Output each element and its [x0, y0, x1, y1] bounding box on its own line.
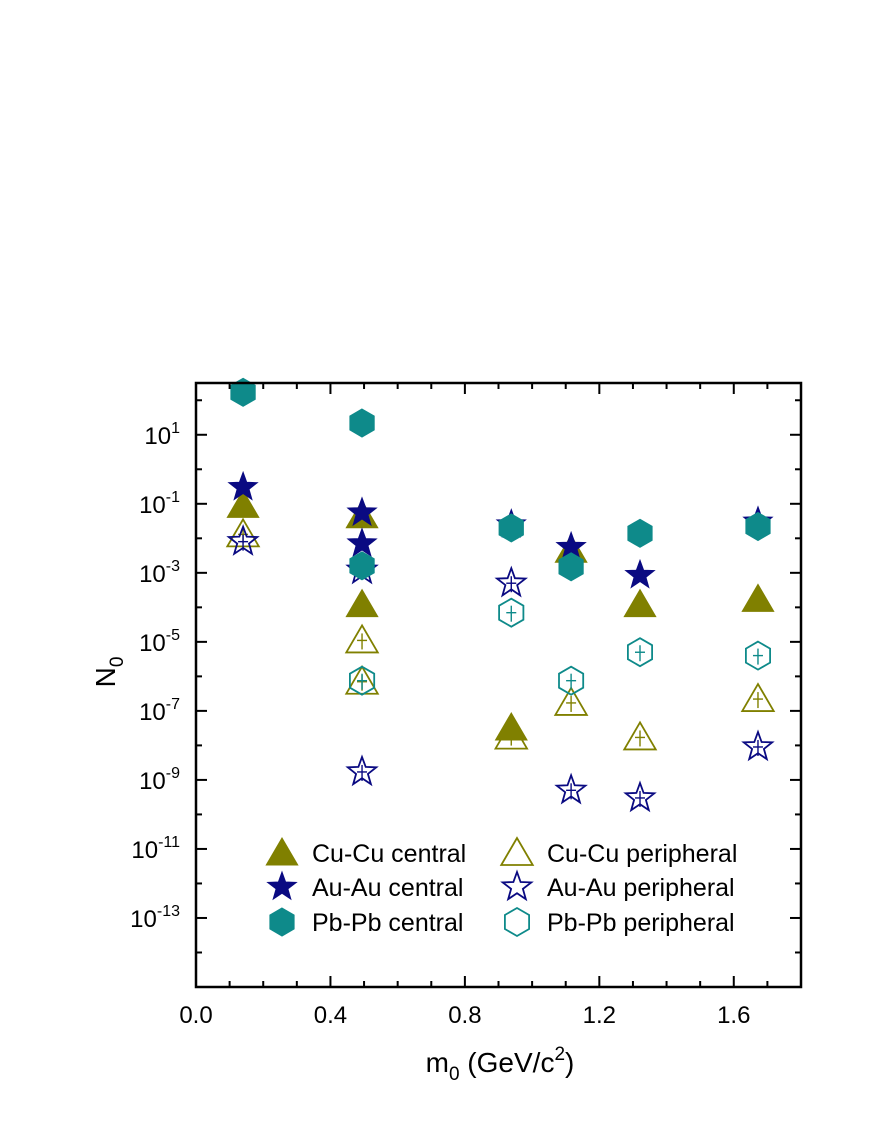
series-pb-pb-peripheral [348, 597, 771, 696]
legend-item: Au-Au central [266, 870, 463, 902]
y-axis: 101 10-1 10-3 10-5 10-7 10-9 10-11 10-13 [130, 399, 801, 988]
data-point [553, 686, 589, 716]
x-tick-label: 0.8 [448, 1002, 481, 1029]
legend-item: Au-Au peripheral [500, 869, 735, 902]
data-point [741, 583, 775, 612]
data-point [745, 511, 771, 542]
data-point [349, 551, 375, 581]
data-point [230, 377, 256, 407]
x-axis: 0.0 0.4 0.8 1.2 1.6 [179, 383, 802, 1029]
legend-marker [499, 836, 535, 866]
legend-label: Pb-Pb peripheral [547, 909, 735, 937]
legend-item: Pb-Pb central [269, 907, 463, 937]
data-point [740, 682, 776, 712]
legend-marker [266, 870, 298, 901]
y-tick-label: 10-11 [131, 834, 180, 864]
legend-item: Cu-Cu peripheral [499, 836, 737, 868]
series-pb-pb-central [230, 377, 771, 582]
data-point [346, 496, 378, 527]
y-axis-title: N0 [90, 657, 128, 688]
y-tick-label: 10-9 [139, 765, 180, 795]
data-point [627, 518, 653, 548]
x-tick-label: 1.6 [717, 1002, 750, 1029]
legend-label: Au-Au peripheral [547, 874, 735, 902]
legend-marker [269, 907, 295, 937]
legend-label: Cu-Cu central [312, 840, 466, 868]
x-tick-label: 1.2 [583, 1002, 616, 1029]
legend-label: Au-Au central [312, 874, 463, 902]
y-tick-label: 10-5 [139, 627, 180, 657]
legend: Cu-Cu central Cu-Cu peripheral Au-Au centr… [265, 836, 737, 938]
y-tick-label: 101 [144, 420, 180, 450]
y-tick-label: 10-3 [139, 558, 180, 588]
legend-label: Pb-Pb central [312, 909, 463, 937]
data-point [624, 558, 656, 589]
data-point [558, 552, 584, 582]
data-point [344, 623, 380, 654]
series-cu-cu-peripheral [225, 517, 776, 751]
data-point [349, 408, 375, 438]
data-point [558, 665, 585, 696]
data-point [627, 637, 653, 668]
y-tick-label: 10-7 [139, 696, 180, 726]
legend-item: Cu-Cu central [265, 837, 466, 868]
x-axis-title: m0 (GeV/c2) [426, 1044, 575, 1085]
x-tick-label: 0.0 [179, 1002, 212, 1029]
data-point [348, 665, 376, 696]
y-tick-label: 10-13 [130, 903, 180, 933]
data-point [226, 489, 260, 518]
legend-marker [265, 837, 299, 866]
data-point [498, 597, 525, 628]
data-point [346, 527, 378, 557]
series-au-au-peripheral [226, 524, 775, 813]
data-marks [225, 377, 776, 813]
data-point [498, 513, 524, 543]
legend-item: Pb-Pb peripheral [503, 906, 735, 938]
data-point [345, 588, 379, 618]
data-point [745, 640, 771, 671]
legend-marker [500, 869, 534, 902]
data-point [493, 719, 529, 750]
legend-marker [503, 906, 530, 938]
data-point [227, 470, 259, 501]
data-point [623, 588, 657, 618]
data-point [622, 720, 658, 751]
legend-label: Cu-Cu peripheral [547, 840, 737, 868]
x-tick-label: 0.4 [314, 1002, 347, 1029]
y-tick-label: 10-1 [139, 489, 180, 519]
